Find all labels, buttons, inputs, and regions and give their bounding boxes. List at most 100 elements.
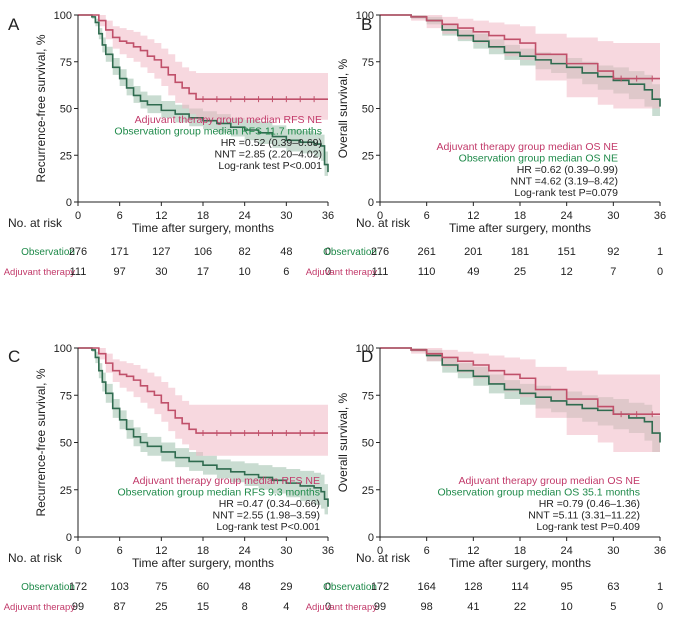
annotation-line-4: NNT =2.85 (2.20–4.02) [215,149,323,161]
km-curve-adjuvant [380,14,660,80]
annotation-line-3: HR =0.79 (0.46–1.36) [539,498,640,510]
annotation-line-3: HR =0.47 (0.34–0.66) [219,498,320,510]
risk-count: 151 [557,246,575,258]
x-tick-label: 18 [514,210,526,222]
risk-count: 10 [561,601,573,613]
annotation-line-5: Log-rank test P<0.001 [218,160,322,172]
x-tick-label: 24 [239,545,251,557]
x-tick-label: 12 [467,545,479,557]
risk-count: 110 [418,266,436,278]
annotation-line-1: Adjuvant therapy group median RFS NE [133,475,320,487]
y-tick-label: 50 [60,438,72,450]
y-tick-label: 100 [54,10,72,22]
y-tick-label: 100 [356,343,374,355]
risk-count: 1 [657,246,663,258]
ci-band-adjuvant [78,348,328,456]
panel-label: A [8,15,20,34]
risk-count: 0 [657,266,663,278]
risk-count: 0 [325,266,331,278]
risk-count: 111 [70,266,87,278]
risk-row-label: Observation [21,247,75,258]
y-tick-label: 50 [362,438,374,450]
y-tick-label: 100 [356,10,374,22]
risk-count: 10 [239,266,251,278]
y-axis-label: Overall survival, % [336,58,350,158]
y-tick-label: 75 [362,390,374,402]
risk-count: 276 [69,246,87,258]
y-axis-label: Recurrence-free survival, % [34,34,48,182]
risk-count: 99 [72,601,84,613]
annotation-line-5: Log-rank test P=0.409 [536,521,640,533]
risk-count: 201 [464,246,482,258]
x-tick-label: 24 [239,210,251,222]
risk-row-label: Observation [323,247,377,258]
risk-count: 92 [607,246,619,258]
risk-count: 261 [417,246,435,258]
y-axis-label: Recurrence-free survival, % [34,368,48,516]
risk-count: 276 [371,246,389,258]
risk-count: 82 [239,246,251,258]
km-curve-observation [78,347,329,507]
annotation-line-2: Observation group median RFS 11.7 months [114,126,322,138]
ci-band-observation [380,348,660,462]
panel-label: B [361,15,372,34]
x-tick-label: 0 [377,545,383,557]
risk-count: 25 [514,266,526,278]
annotation-line-5: Log-rank test P<0.001 [216,521,320,533]
risk-count: 98 [421,601,433,613]
y-tick-label: 25 [362,150,374,162]
risk-count: 114 [511,581,529,593]
annotation-line-4: NNT =4.62 (3.19–8.42) [511,176,619,188]
x-tick-label: 30 [607,210,619,222]
x-axis-label: Time after surgery, months [132,221,274,235]
risk-count: 30 [155,266,167,278]
km-curve-observation [380,14,661,107]
y-tick-label: 75 [60,390,72,402]
km-curve-adjuvant [380,347,660,415]
risk-count: 8 [242,601,248,613]
risk-row-label: Adjuvant therapy [4,267,76,278]
y-tick-label: 50 [362,104,374,116]
annotation-line-2: Observation group median RFS 9.3 months [117,487,320,499]
y-tick-label: 100 [54,343,72,355]
risk-count: 0 [325,581,331,593]
risk-count: 87 [114,601,126,613]
risk-table-title: No. at risk [8,551,63,565]
y-tick-label: 75 [60,57,72,69]
risk-table-title: No. at risk [356,216,411,230]
risk-count: 0 [657,601,663,613]
risk-count: 5 [610,601,616,613]
x-tick-label: 36 [654,545,666,557]
x-tick-label: 6 [117,545,123,557]
y-tick-label: 0 [66,532,72,544]
risk-table-title: No. at risk [8,216,63,230]
x-tick-label: 12 [155,545,167,557]
risk-row-label: Adjuvant therapy [306,267,378,278]
ci-band-observation [78,15,328,184]
risk-count: 15 [197,601,209,613]
x-tick-label: 6 [424,545,430,557]
risk-count: 99 [374,601,386,613]
risk-count: 103 [110,581,128,593]
risk-count: 49 [467,266,479,278]
risk-count: 75 [155,581,167,593]
annotation-line-5: Log-rank test P=0.079 [514,187,618,199]
risk-count: 48 [239,581,251,593]
risk-count: 22 [514,601,526,613]
risk-count: 111 [372,266,389,278]
risk-table-title: No. at risk [356,551,411,565]
risk-count: 63 [607,581,619,593]
x-tick-label: 12 [155,210,167,222]
risk-count: 25 [155,601,167,613]
annotation-line-4: NNT =2.55 (1.98–3.59) [213,510,321,522]
risk-count: 29 [280,581,292,593]
x-tick-label: 30 [607,545,619,557]
risk-count: 6 [283,266,289,278]
x-tick-label: 12 [467,210,479,222]
y-tick-label: 75 [362,57,374,69]
y-axis-label: Overall survival, % [336,392,350,492]
risk-count: 7 [610,266,616,278]
